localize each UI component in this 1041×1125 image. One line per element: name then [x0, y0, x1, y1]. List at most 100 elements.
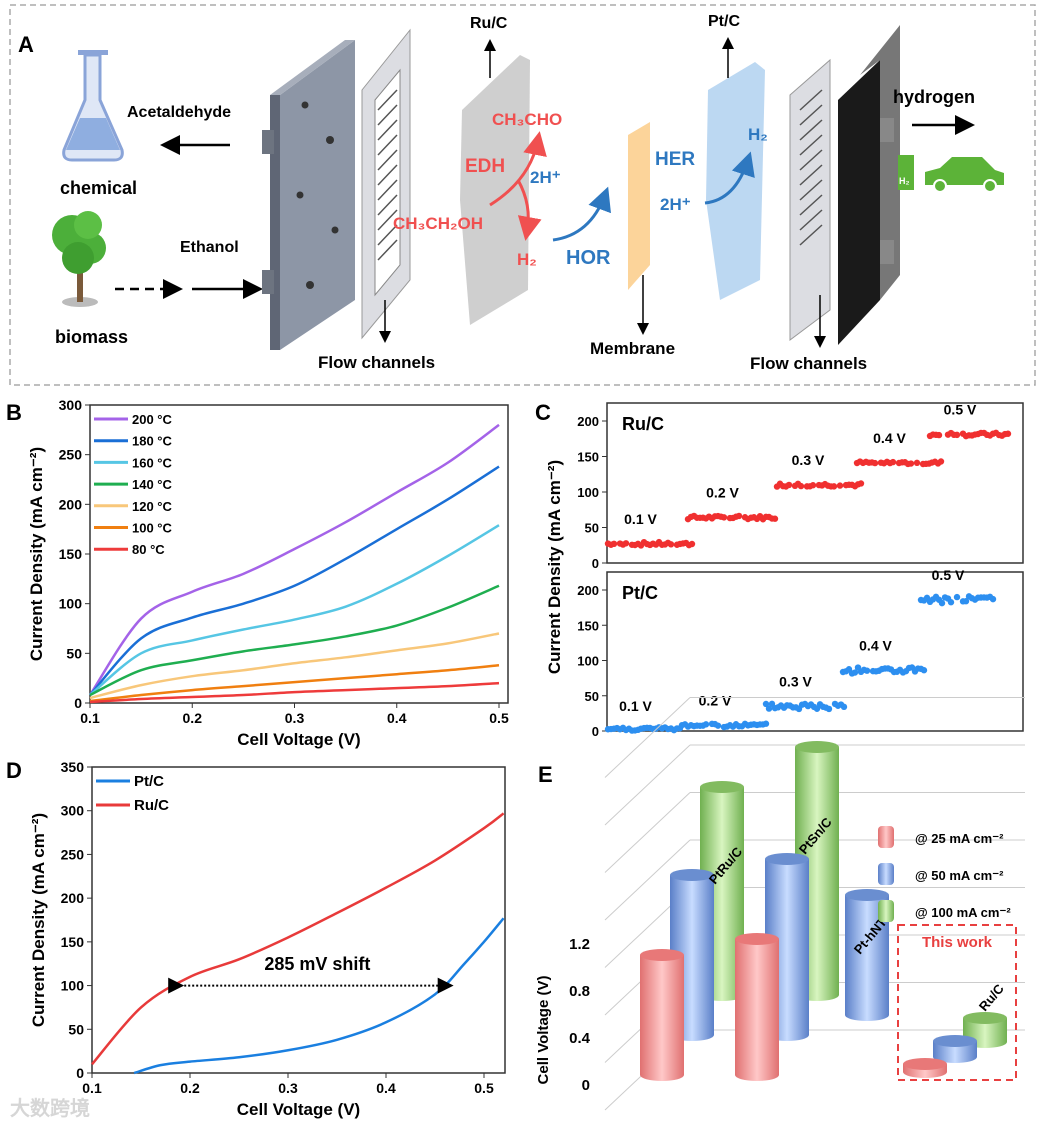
x-tick-label: 0.2: [183, 710, 203, 726]
series-line: [89, 524, 500, 697]
y-tick-label: 100: [577, 654, 599, 669]
label-hydrogen: hydrogen: [893, 87, 975, 107]
bar-cylinder: [735, 939, 779, 1075]
her-arrow: [704, 151, 755, 205]
data-point: [920, 667, 928, 674]
bar-cylinder-top: [963, 1012, 1007, 1024]
label-chemical: chemical: [60, 178, 137, 198]
legend-label: 180 °C: [132, 434, 173, 449]
bar-cylinder-top: [795, 741, 839, 753]
legend-label: 80 °C: [132, 542, 165, 557]
bar-cylinder-top: [735, 933, 779, 945]
data-point: [953, 431, 961, 439]
y-tick-label: 150: [577, 618, 599, 633]
data-point: [851, 669, 859, 676]
data-point: [840, 703, 848, 711]
step-label: 0.4 V: [873, 430, 906, 446]
data-point: [937, 458, 945, 465]
flask-icon: [62, 50, 124, 162]
legend-label: @ 50 mA cm⁻²: [915, 868, 1004, 883]
data-point: [935, 431, 943, 439]
step-label: 0.2 V: [699, 692, 732, 708]
hor-arrow: [552, 186, 611, 242]
label-2h-right: 2H⁺: [660, 195, 691, 214]
chart-b: 0 50 100 150 200 250 300 0.1 0.2 0.3 0.4 0.5 Cell Vo…: [27, 397, 509, 749]
grid-line-depth: [604, 744, 691, 826]
bar-cylinder-base: [845, 1009, 889, 1021]
data-point: [913, 459, 921, 467]
label-edh: EDH: [465, 156, 505, 177]
ptc-catalyst-layer: [706, 62, 765, 300]
flow-plate-right: [789, 58, 831, 341]
label-hor: HOR: [566, 247, 611, 269]
data-point: [825, 705, 833, 713]
legend-label: 200 °C: [132, 412, 173, 427]
y-tick-label: 0: [592, 556, 599, 571]
panel-a-border: [9, 4, 1036, 386]
bar-cylinder-top: [700, 781, 744, 793]
data-point: [962, 598, 970, 605]
y-axis-label: Current Density (mA cm⁻²): [29, 813, 48, 1027]
panel-letter-e: E: [538, 762, 553, 787]
end-plate-right: [838, 25, 900, 345]
y-axis-label: Cell Voltage (V): [535, 976, 552, 1085]
data-point: [863, 667, 871, 674]
data-point: [688, 540, 696, 548]
x-tick-label: 0.3: [285, 710, 305, 726]
subplot-frame: [606, 571, 1024, 732]
y-tick-label: 0: [74, 695, 82, 711]
y-tick-label: 50: [585, 521, 599, 536]
y-tick-label: 50: [68, 1021, 84, 1037]
label-ch3ch2oh: CH₃CH₂OH: [393, 214, 483, 233]
legend-label: @ 100 mA cm⁻²: [915, 905, 1011, 920]
panel-letter-d: D: [6, 758, 22, 783]
data-point: [771, 515, 779, 522]
y-tick-label: 250: [61, 846, 85, 862]
shift-annotation: 285 mV shift: [264, 954, 370, 974]
bar-cylinder-top: [845, 889, 889, 901]
step-label: 0.1 V: [619, 698, 652, 714]
y-tick-label: 250: [59, 447, 83, 463]
data-point: [797, 482, 805, 490]
step-label: 0.5 V: [932, 567, 965, 583]
y-tick-label: 350: [61, 759, 85, 775]
car-icon: H₂: [898, 155, 1004, 193]
legend-swatch: [878, 863, 894, 885]
series-line: [89, 584, 500, 697]
bar-cylinder-top: [765, 853, 809, 865]
legend-label: 160 °C: [132, 455, 173, 470]
membrane: [628, 122, 650, 290]
series-line: [89, 632, 500, 700]
bar-cylinder-top: [640, 949, 684, 961]
watermark: 大数跨境: [10, 1096, 90, 1120]
y-axis-label: Current Density (mA cm⁻²): [545, 460, 564, 674]
label-acetaldehyde: Acetaldehyde: [127, 104, 231, 121]
x-tick-label: 0.4: [376, 1080, 396, 1096]
series-line: [89, 664, 500, 703]
legend-label: 120 °C: [132, 499, 173, 514]
legend-label: Pt/C: [134, 773, 164, 790]
series-line: [89, 681, 500, 704]
y-tick-label: 300: [59, 397, 83, 413]
bar-cylinder-top: [670, 869, 714, 881]
data-point: [989, 595, 997, 603]
y-tick-label: 0: [582, 1077, 590, 1094]
label-ch3cho: CH₃CHO: [492, 110, 562, 129]
panel-letter-c: C: [535, 400, 551, 425]
series-line: [88, 423, 500, 696]
label-2h-left: 2H⁺: [530, 168, 561, 187]
legend-label: 140 °C: [132, 477, 173, 492]
data-point: [1004, 430, 1012, 437]
y-tick-label: 0.4: [569, 1030, 591, 1047]
step-label: 0.2 V: [706, 485, 739, 501]
edh-arrow-up: [489, 131, 547, 207]
bar-cylinder-base: [640, 1069, 684, 1081]
chart-e: Cell Voltage (V)00.40.81.2PtRu/CPtSn/CPt…: [535, 697, 1025, 1111]
panel-letter-a: A: [18, 32, 34, 57]
y-tick-label: 50: [585, 689, 599, 704]
y-tick-label: 0.8: [569, 983, 590, 1000]
y-axis-label: Current Density (mA cm⁻²): [27, 447, 46, 661]
step-label: 0.3 V: [779, 673, 812, 689]
ruc-catalyst-layer: [460, 55, 530, 325]
